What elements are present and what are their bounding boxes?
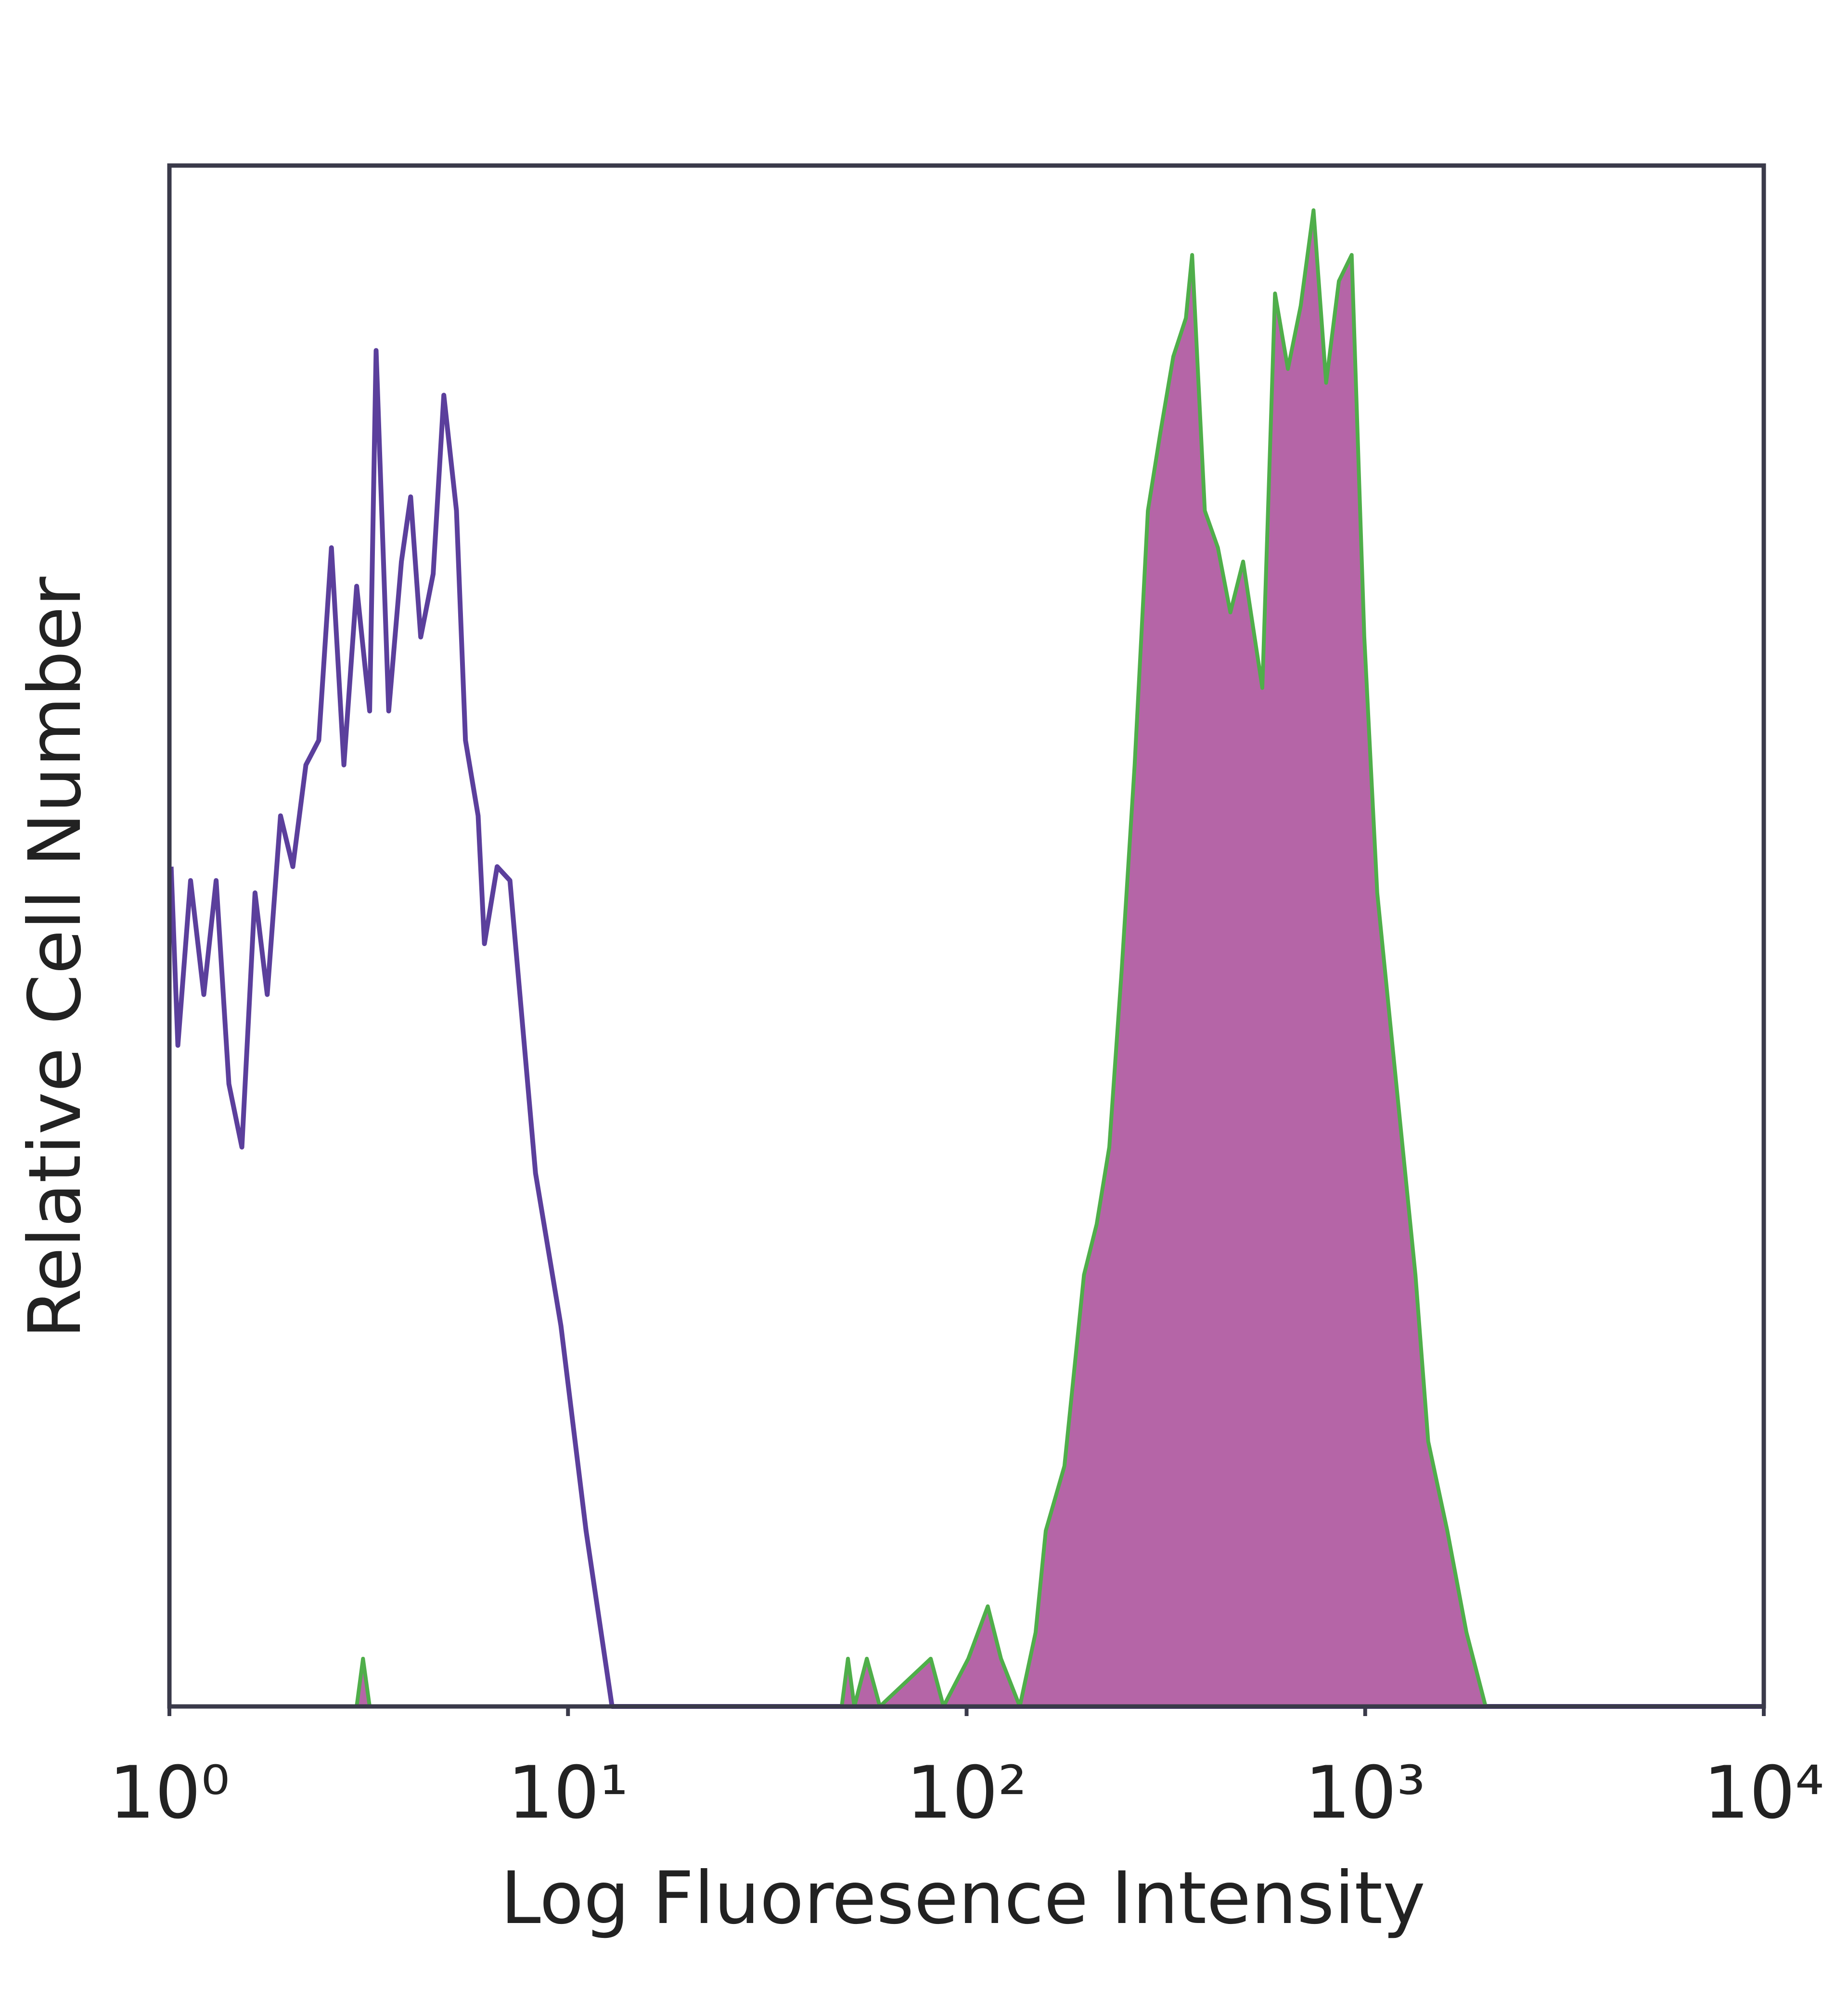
x-axis-label: Log Fluoresence Intensity [500, 1857, 1425, 1940]
x-tick-label: 10¹ [508, 1751, 629, 1835]
x-tick-label: 10⁴ [1703, 1751, 1824, 1835]
x-tick-label: 10² [906, 1751, 1027, 1835]
plot-frame [167, 163, 1766, 1709]
histogram-line [168, 348, 1764, 1709]
x-tick-label: 10⁰ [109, 1751, 230, 1835]
y-axis-label: Relative Cell Number [13, 577, 97, 1339]
histogram-area [167, 208, 1766, 1708]
x-tick-label: 10³ [1305, 1751, 1425, 1835]
